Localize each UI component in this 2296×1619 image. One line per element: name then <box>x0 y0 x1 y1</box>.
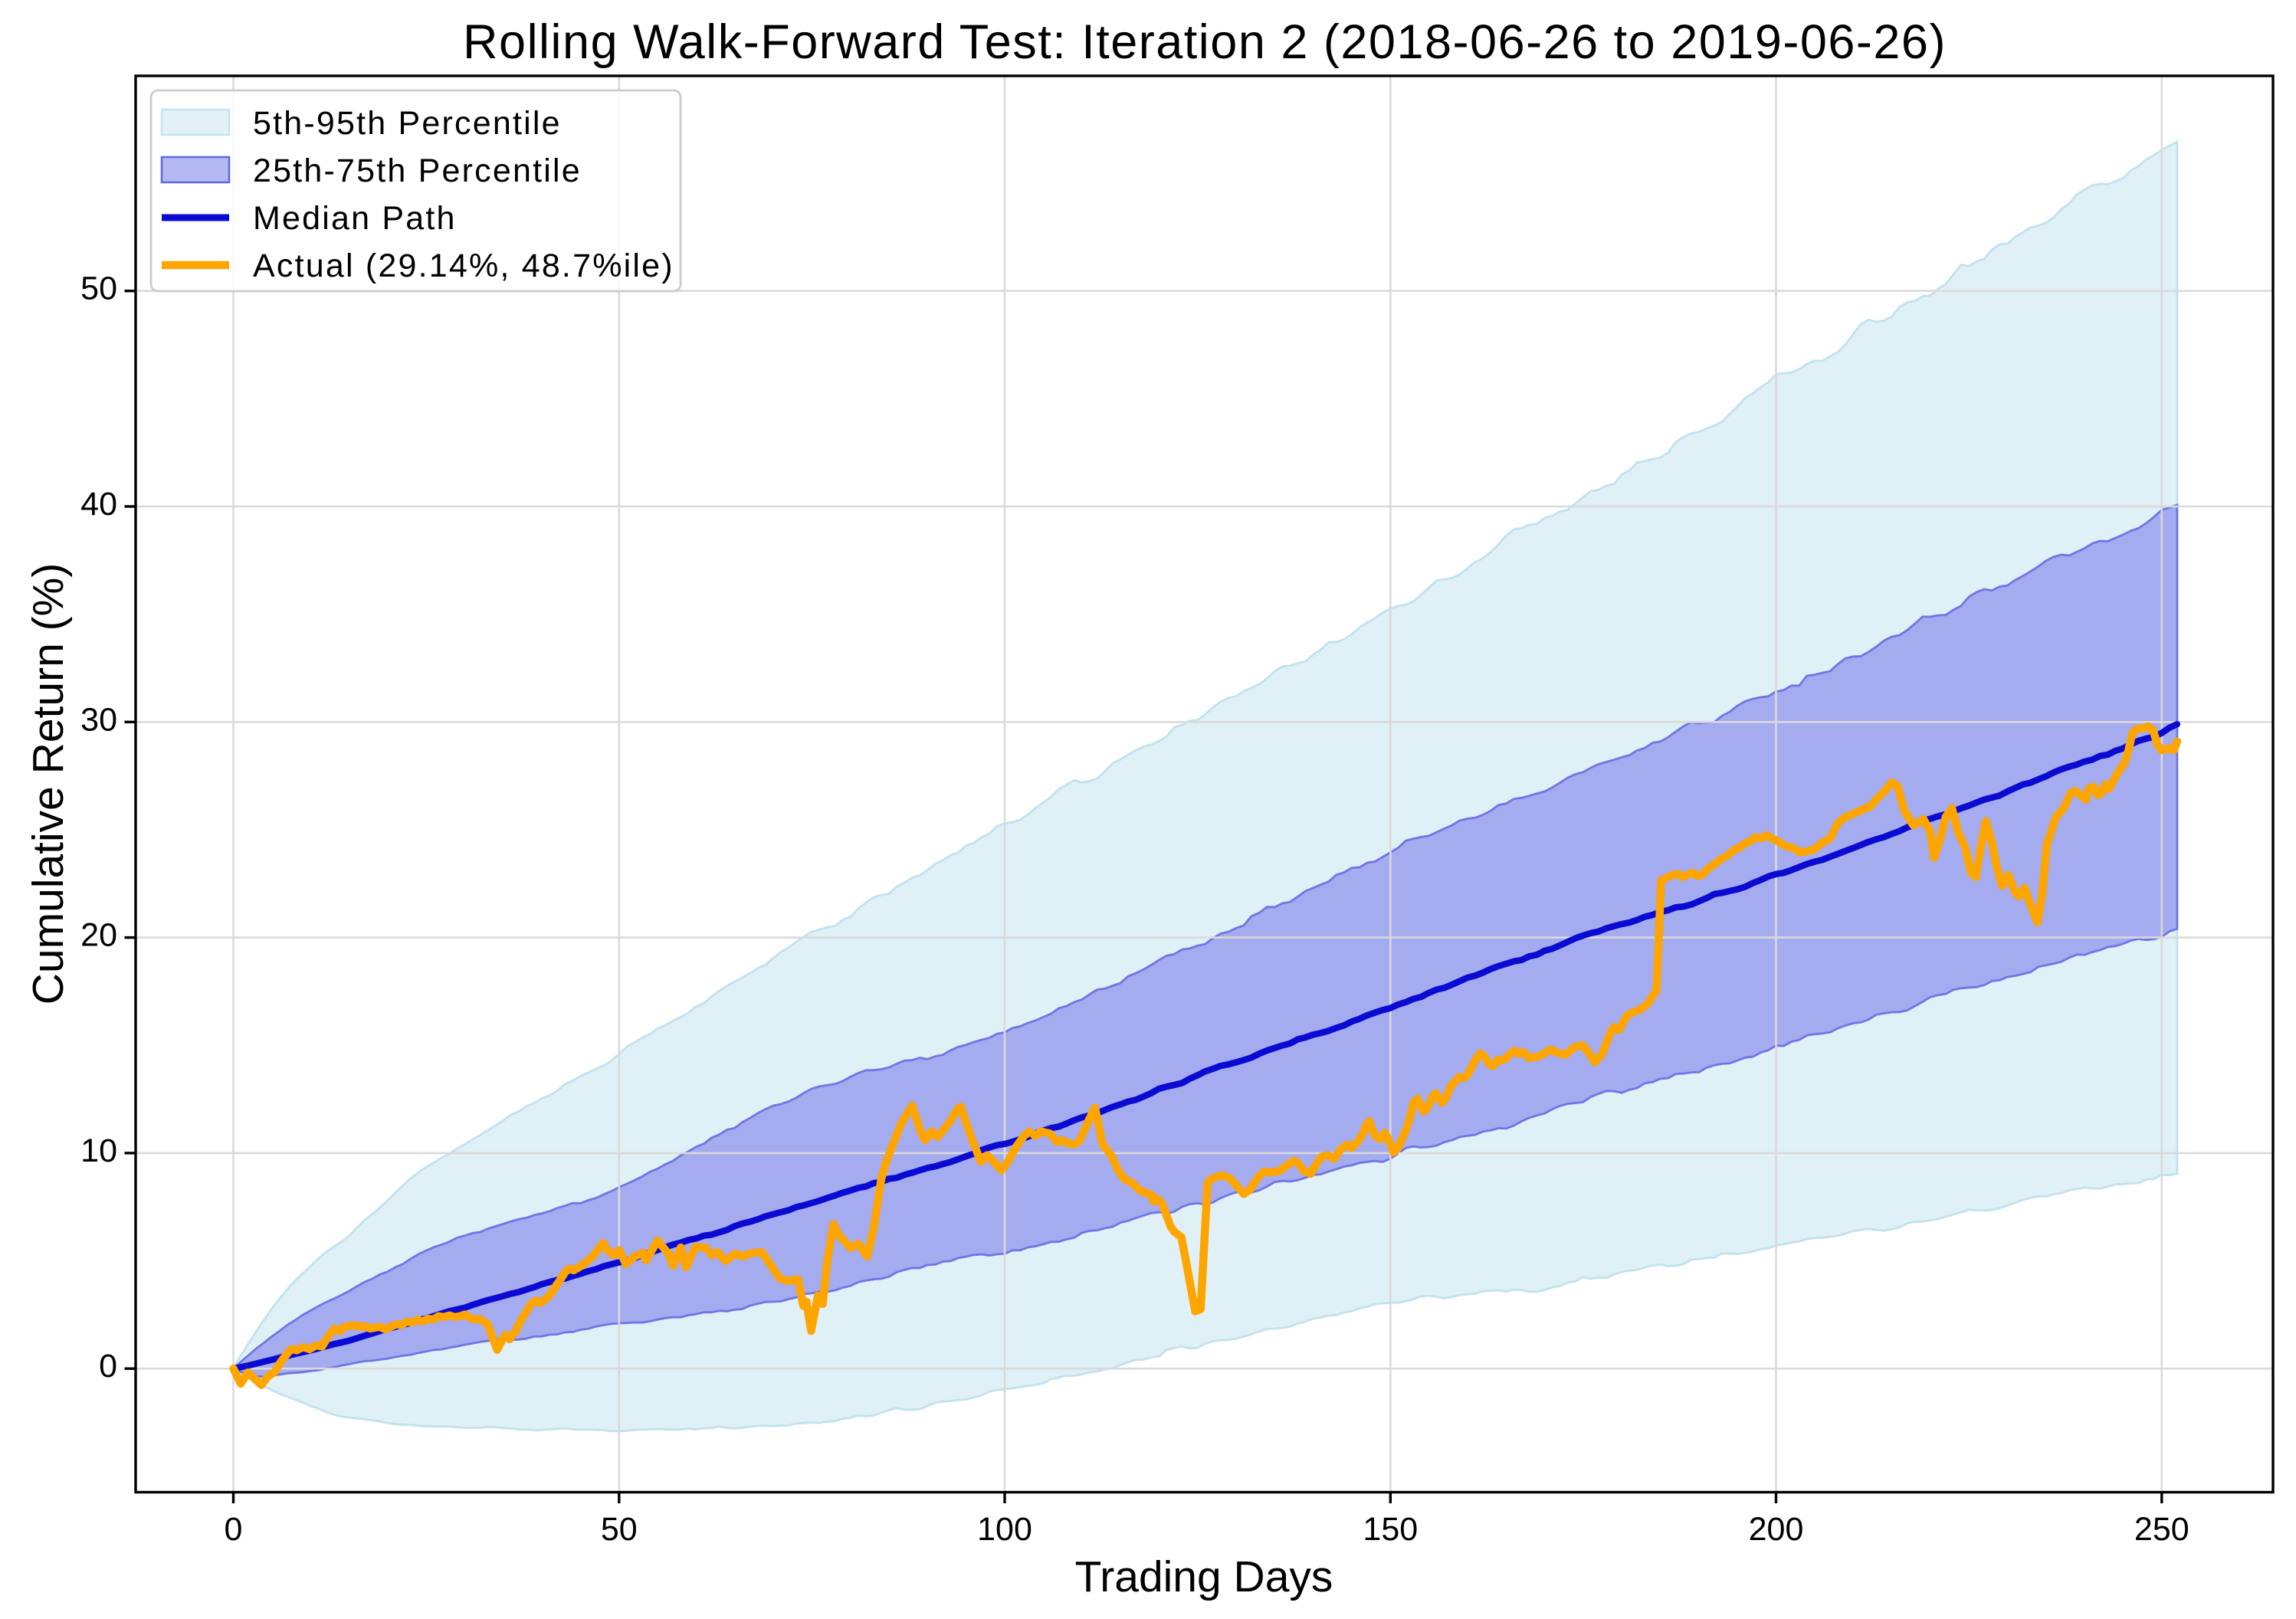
svg-text:10: 10 <box>80 1132 117 1169</box>
svg-text:50: 50 <box>601 1511 638 1548</box>
svg-text:40: 40 <box>80 486 117 523</box>
svg-text:0: 0 <box>225 1511 243 1548</box>
svg-text:5th-95th Percentile: 5th-95th Percentile <box>253 105 562 142</box>
svg-text:0: 0 <box>99 1348 117 1385</box>
svg-text:30: 30 <box>80 701 117 738</box>
svg-text:250: 250 <box>2134 1511 2189 1548</box>
svg-text:20: 20 <box>80 917 117 954</box>
svg-text:50: 50 <box>80 270 117 307</box>
svg-text:Cumulative Return (%): Cumulative Return (%) <box>24 563 73 1005</box>
svg-text:Trading Days: Trading Days <box>1075 1552 1333 1601</box>
svg-text:Median Path: Median Path <box>253 200 457 237</box>
svg-text:100: 100 <box>977 1511 1032 1548</box>
svg-text:200: 200 <box>1749 1511 1804 1548</box>
svg-text:25th-75th Percentile: 25th-75th Percentile <box>253 152 582 189</box>
svg-text:150: 150 <box>1363 1511 1418 1548</box>
svg-text:Actual (29.14%, 48.7%ile): Actual (29.14%, 48.7%ile) <box>253 247 674 284</box>
svg-text:Rolling Walk-Forward Test: Ite: Rolling Walk-Forward Test: Iteration 2 (… <box>463 15 1947 69</box>
